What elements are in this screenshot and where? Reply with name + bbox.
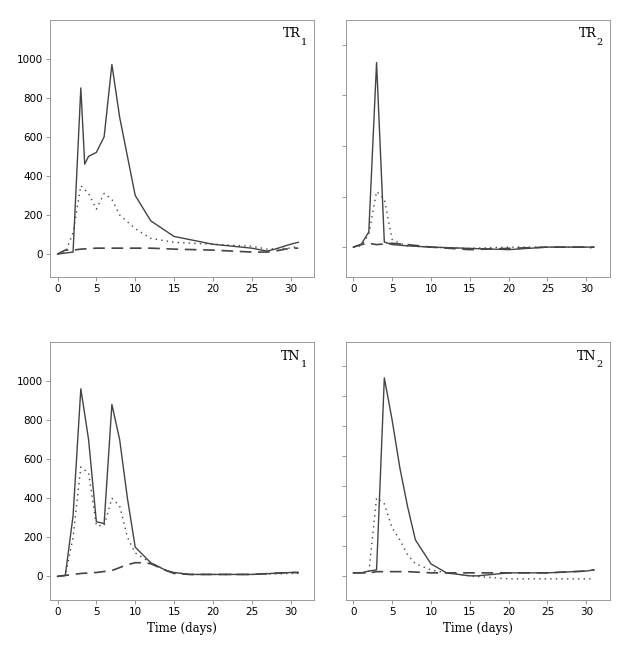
Text: 2: 2: [596, 38, 603, 46]
Text: 1: 1: [301, 38, 307, 46]
Text: TR: TR: [578, 27, 596, 40]
Text: 1: 1: [301, 360, 307, 369]
Text: 2: 2: [596, 360, 603, 369]
Text: TN: TN: [281, 349, 300, 363]
X-axis label: Time (days): Time (days): [443, 623, 513, 635]
X-axis label: Time (days): Time (days): [147, 623, 216, 635]
Text: TN: TN: [577, 349, 596, 363]
Text: TR: TR: [283, 27, 300, 40]
